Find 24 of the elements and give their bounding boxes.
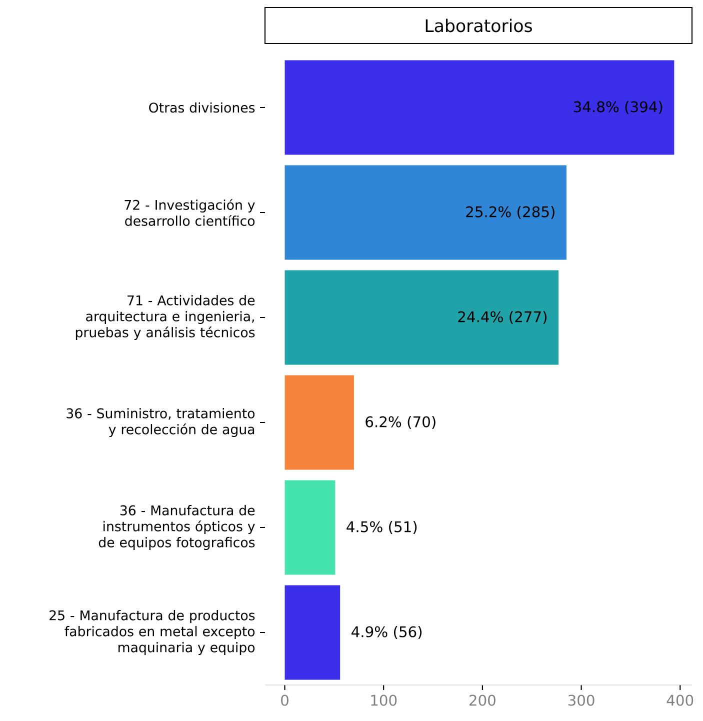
x-tick-label: 400: [666, 694, 694, 706]
x-tick-label: 0: [281, 694, 288, 706]
x-tick-label: 100: [371, 694, 397, 706]
bar: [284, 270, 559, 365]
x-tick-label: 300: [568, 694, 594, 706]
y-tick-label: 36 - Manufactura de instrumentos ópticos y de equipos fotograficos: [98, 505, 255, 550]
y-tick-label: 25 - Manufactura de productos fabricados en metal excepto maquinaria y equipo: [50, 610, 255, 655]
y-tick-label: 72 - Investigación y desarrollo científico: [124, 199, 255, 226]
bar: [284, 165, 566, 260]
bar: [284, 60, 674, 155]
x-tick-label: 200: [470, 694, 496, 706]
data-label: 4.9% (56): [352, 626, 422, 640]
data-label: 24.4% (277): [458, 310, 547, 324]
bar: [284, 480, 336, 575]
bar: [284, 375, 354, 470]
y-tick-label: Otras divisiones: [149, 102, 255, 113]
data-label: 4.5% (51): [346, 520, 417, 534]
bar: [284, 585, 340, 680]
data-label: 25.2% (285): [466, 206, 554, 220]
data-label: 6.2% (70): [366, 416, 436, 430]
y-tick-label: 36 - Suministro, tratamiento y recolección de agua: [66, 408, 255, 437]
data-label: 34.8% (394): [574, 100, 662, 114]
y-tick-label: 71 - Actividades de arquitectura e ingenieria, pruebas y análisis técnicos: [76, 295, 255, 340]
chart-title: Laboratorios: [426, 18, 532, 32]
